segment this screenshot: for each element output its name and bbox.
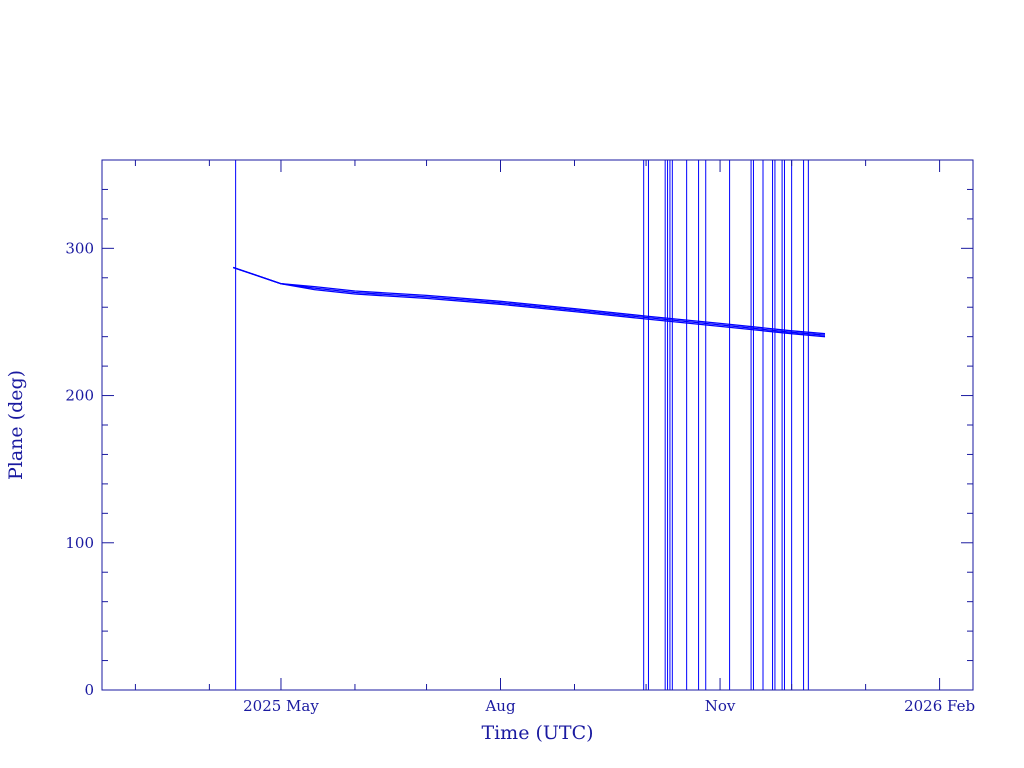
axis-ticks [102,159,973,691]
x-tick-labels: 2025 May Aug Nov 2026 Feb [243,697,975,715]
x-tick-label: 2026 Feb [904,697,975,715]
vertical-event-lines [235,160,809,690]
y-axis-title: Plane (deg) [5,370,27,480]
y-tick-label: 100 [65,534,94,552]
x-tick-label: Aug [484,697,515,715]
x-tick-label: Nov [705,697,736,715]
series-line [232,266,826,336]
y-tick-label: 0 [84,681,94,699]
y-tick-labels: 0 100 200 300 [65,239,94,699]
x-tick-label: 2025 May [243,697,319,715]
x-axis-title: Time (UTC) [481,722,593,744]
y-tick-label: 200 [65,387,94,405]
plot-frame [101,159,974,691]
series-line [232,266,826,335]
series-lines [232,266,826,338]
y-tick-label: 300 [65,239,94,257]
